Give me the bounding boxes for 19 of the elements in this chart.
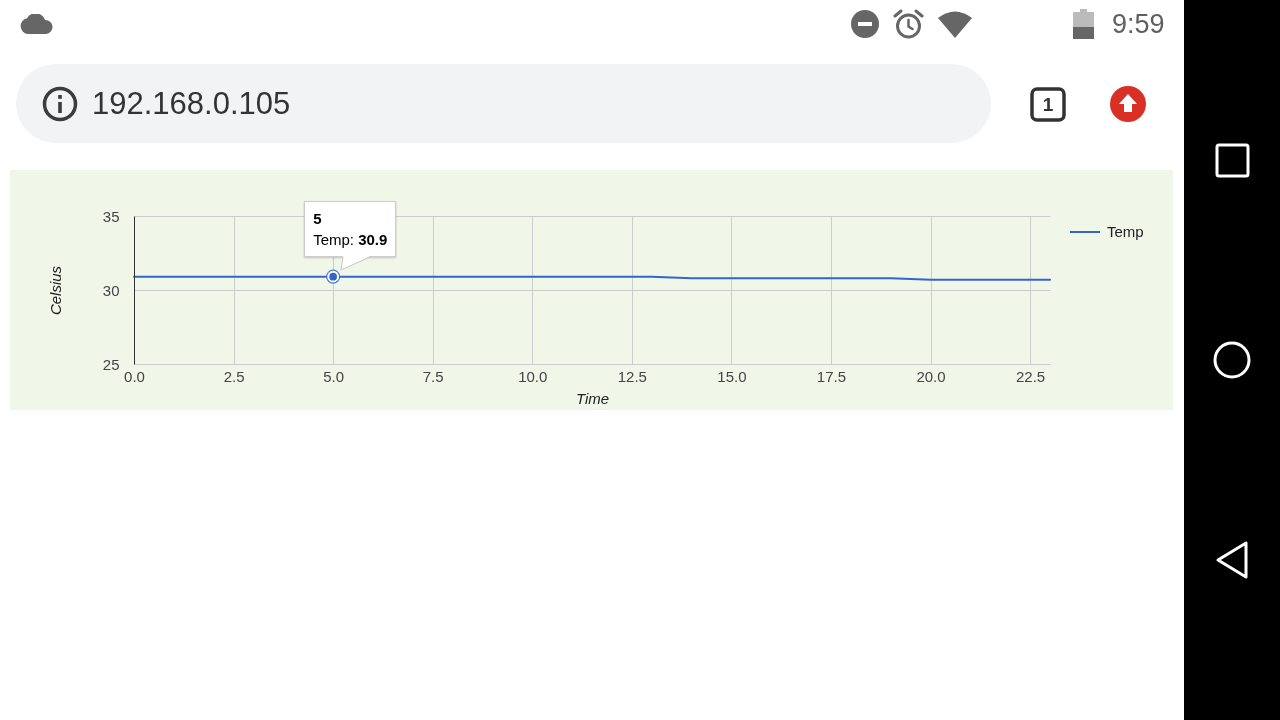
x-tick-label: 10.0 — [518, 367, 548, 385]
x-tick-label: 7.5 — [422, 367, 444, 385]
y-axis-title: Celsius — [46, 265, 64, 316]
x-tick-label: 2.5 — [223, 367, 245, 385]
y-tick-label: 35 — [102, 207, 120, 225]
legend-label: Temp — [1107, 223, 1144, 240]
x-tick-label: 22.5 — [1015, 367, 1046, 385]
x-tick-label: 20.0 — [916, 367, 946, 385]
annotation: 5 Temp: 30.9 — [313, 208, 388, 248]
x-axis-title: Time — [575, 389, 610, 407]
y-tick-label: 30 — [102, 281, 120, 299]
text: 192.168.0.105 — [92, 85, 291, 123]
x-tick-label: 5.0 — [323, 367, 345, 385]
y-tick-label: 25 — [102, 355, 120, 373]
text: 9:59 — [1112, 8, 1165, 40]
x-tick-label: 12.5 — [617, 367, 647, 385]
x-tick-label: 17.5 — [816, 367, 847, 385]
x-tick-label: 0.0 — [124, 367, 145, 385]
x-tick-label: 15.0 — [717, 367, 747, 385]
